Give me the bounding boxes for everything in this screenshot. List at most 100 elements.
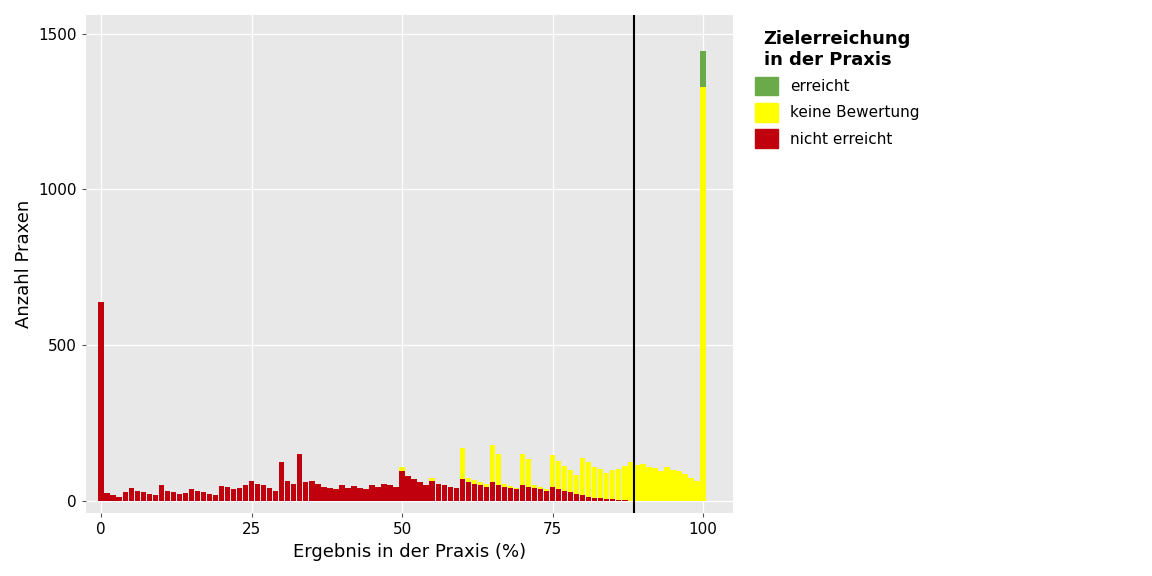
Bar (141, 492, 146, 501)
Bar (346, 488, 350, 501)
Bar (262, 486, 266, 501)
Bar (676, 471, 682, 501)
Bar (604, 499, 609, 501)
Bar (357, 488, 363, 501)
Bar (316, 484, 320, 501)
Bar (111, 495, 116, 501)
Bar (495, 486, 501, 501)
Bar (195, 491, 200, 501)
Bar (165, 491, 170, 501)
Bar (176, 494, 182, 501)
Bar (579, 495, 585, 501)
Bar (490, 482, 495, 501)
Bar (170, 492, 176, 501)
Bar (351, 486, 357, 501)
Bar (285, 481, 290, 501)
Bar (183, 493, 188, 501)
Bar (562, 466, 567, 491)
Bar (562, 491, 567, 501)
Bar (460, 448, 465, 479)
Bar (586, 463, 591, 497)
Bar (406, 476, 411, 501)
Bar (471, 484, 477, 501)
Bar (646, 467, 652, 501)
Bar (532, 488, 537, 501)
Bar (520, 454, 525, 485)
Bar (200, 492, 206, 501)
Bar (273, 491, 279, 501)
Bar (598, 498, 604, 501)
Bar (213, 495, 218, 501)
Bar (465, 478, 471, 482)
Bar (243, 486, 249, 501)
Bar (129, 488, 134, 501)
Bar (255, 484, 260, 501)
Bar (400, 467, 404, 471)
Bar (508, 486, 513, 488)
Bar (616, 500, 621, 501)
Bar (478, 486, 483, 501)
Bar (116, 497, 122, 501)
Bar (550, 456, 555, 487)
Bar (611, 470, 615, 499)
Bar (532, 485, 537, 488)
Bar (641, 464, 645, 501)
Bar (502, 487, 507, 501)
Bar (658, 471, 664, 501)
Bar (628, 462, 634, 501)
Bar (574, 475, 579, 494)
Bar (502, 484, 507, 487)
Bar (490, 445, 495, 482)
Bar (688, 478, 694, 501)
Bar (604, 473, 609, 499)
Bar (682, 475, 688, 501)
Bar (700, 51, 706, 86)
Bar (435, 484, 441, 501)
Bar (122, 492, 128, 501)
Bar (544, 489, 550, 491)
Bar (189, 489, 195, 501)
Bar (634, 465, 639, 501)
Bar (471, 480, 477, 484)
Bar (538, 487, 544, 489)
Bar (225, 487, 230, 501)
Bar (484, 484, 490, 487)
Bar (454, 488, 458, 501)
Bar (387, 486, 393, 501)
Bar (400, 471, 404, 501)
Y-axis label: Anzahl Praxen: Anzahl Praxen (15, 200, 33, 328)
Bar (586, 497, 591, 501)
Bar (381, 484, 387, 501)
Bar (665, 467, 669, 501)
Bar (538, 489, 544, 501)
Bar (495, 454, 501, 486)
Bar (574, 494, 579, 501)
Bar (376, 487, 380, 501)
Bar (616, 469, 621, 500)
Bar (544, 491, 550, 501)
Bar (556, 461, 561, 489)
Bar (159, 486, 164, 501)
Bar (695, 481, 699, 501)
Bar (230, 489, 236, 501)
Bar (568, 492, 574, 501)
Legend: erreicht, keine Bewertung, nicht erreicht: erreicht, keine Bewertung, nicht erreich… (748, 22, 927, 156)
Bar (700, 86, 706, 501)
Bar (393, 487, 399, 501)
Bar (520, 485, 525, 501)
Bar (550, 487, 555, 501)
Bar (592, 467, 598, 498)
Bar (460, 479, 465, 501)
Bar (525, 487, 531, 501)
Bar (333, 489, 339, 501)
Bar (670, 470, 676, 501)
Bar (267, 488, 272, 501)
Bar (465, 482, 471, 501)
Bar (309, 481, 314, 501)
Bar (297, 454, 303, 501)
Bar (430, 481, 435, 501)
Bar (652, 468, 658, 501)
Bar (219, 486, 225, 501)
Bar (447, 487, 453, 501)
Bar (135, 491, 139, 501)
